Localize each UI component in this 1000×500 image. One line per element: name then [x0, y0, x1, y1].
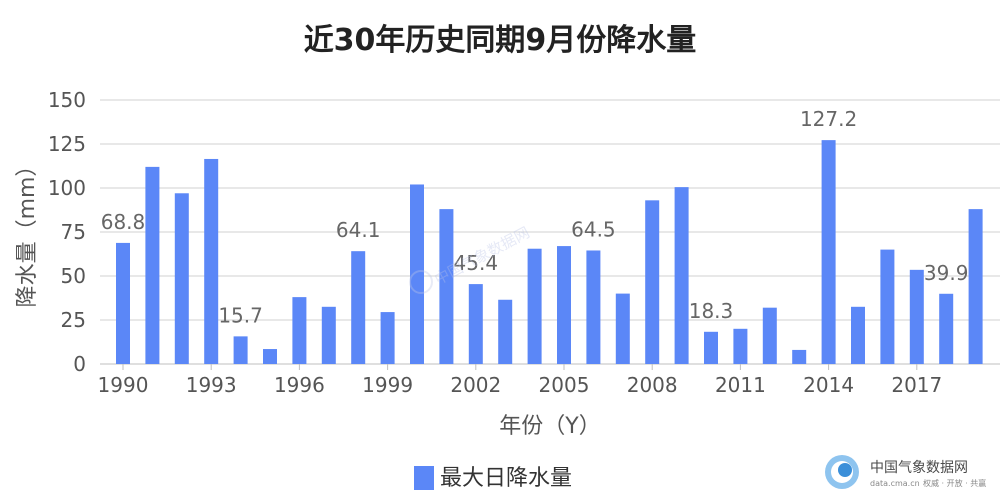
- bar: [880, 249, 895, 364]
- legend-swatch: [414, 466, 434, 490]
- bar: [145, 166, 160, 364]
- bar: [439, 209, 454, 364]
- y-tick-label: 75: [61, 220, 86, 244]
- y-tick-label: 0: [73, 352, 86, 376]
- x-tick-label: 1999: [362, 373, 413, 397]
- bar: [321, 306, 336, 364]
- y-tick-label: 100: [48, 176, 86, 200]
- data-label: 64.1: [336, 218, 381, 242]
- site-name: 中国气象数据网: [870, 460, 968, 476]
- chart-title: 近30年历史同期9月份降水量: [304, 23, 697, 58]
- bar: [821, 140, 836, 364]
- gridlines: [100, 99, 1000, 365]
- x-tick-label: 2002: [450, 373, 501, 397]
- bar: [410, 184, 424, 364]
- data-label: 68.8: [101, 210, 146, 234]
- data-label: 15.7: [218, 303, 263, 327]
- bar: [468, 284, 483, 364]
- bar: [233, 336, 248, 364]
- y-tick-label: 150: [48, 88, 86, 112]
- bar: [851, 306, 865, 364]
- bar: [704, 331, 718, 364]
- bar: [792, 349, 807, 364]
- cma-logo-icon: [825, 455, 859, 489]
- data-label: 45.4: [454, 251, 499, 275]
- bar: [204, 158, 219, 364]
- y-tick-label: 50: [61, 264, 86, 288]
- bar: [733, 328, 748, 364]
- bar: [645, 200, 660, 364]
- y-axis-label: 降水量（mm）: [15, 155, 40, 308]
- bar: [380, 312, 395, 364]
- x-axis-label: 年份（Y）: [499, 414, 600, 439]
- bar: [586, 250, 601, 364]
- y-tick-label: 125: [48, 132, 86, 156]
- x-tick-label: 1990: [98, 373, 149, 397]
- x-axis-ticks: 1990 1993 1996 1999 2002 2005 2008 2011 2014 2017: [98, 364, 942, 397]
- x-tick-label: 2014: [803, 373, 854, 397]
- bar: [292, 297, 307, 364]
- x-tick-label: 2017: [891, 373, 942, 397]
- bar: [674, 187, 689, 364]
- bar: [615, 293, 630, 364]
- bar: [351, 251, 366, 364]
- bar: [527, 248, 542, 364]
- x-tick-label: 2011: [715, 373, 766, 397]
- site-logo: 中国气象数据网 data.cma.cn 权威 · 开放 · 共赢: [825, 455, 986, 489]
- data-label: 39.9: [924, 261, 969, 285]
- site-url: data.cma.cn: [870, 479, 920, 488]
- bar: [263, 349, 277, 364]
- legend: 最大日降水量: [414, 466, 572, 491]
- x-tick-label: 1993: [186, 373, 237, 397]
- x-tick-label: 2008: [627, 373, 678, 397]
- data-label: 127.2: [800, 107, 857, 131]
- y-axis-ticks: 0 25 50 75 100 125 150: [48, 88, 86, 376]
- data-label: 18.3: [689, 299, 734, 323]
- bars: [116, 140, 983, 364]
- y-tick-label: 25: [61, 308, 86, 332]
- bar: [939, 293, 954, 364]
- bar: [557, 246, 571, 364]
- center-watermark: 中国气象数据网: [409, 223, 533, 294]
- bar: [762, 307, 777, 364]
- bar: [968, 209, 983, 364]
- bar: [498, 299, 513, 364]
- bar: [174, 193, 189, 364]
- bar: [909, 269, 924, 364]
- data-labels: 68.8 15.7 64.1 45.4 64.5 18.3 127.2 39.9: [101, 107, 969, 327]
- bar: [116, 242, 130, 364]
- x-tick-label: 1996: [274, 373, 325, 397]
- x-tick-label: 2005: [539, 373, 590, 397]
- site-slogan: 权威 · 开放 · 共赢: [923, 478, 986, 488]
- watermark-logo-icon: [409, 270, 433, 294]
- legend-label: 最大日降水量: [440, 466, 572, 491]
- data-label: 64.5: [571, 217, 616, 241]
